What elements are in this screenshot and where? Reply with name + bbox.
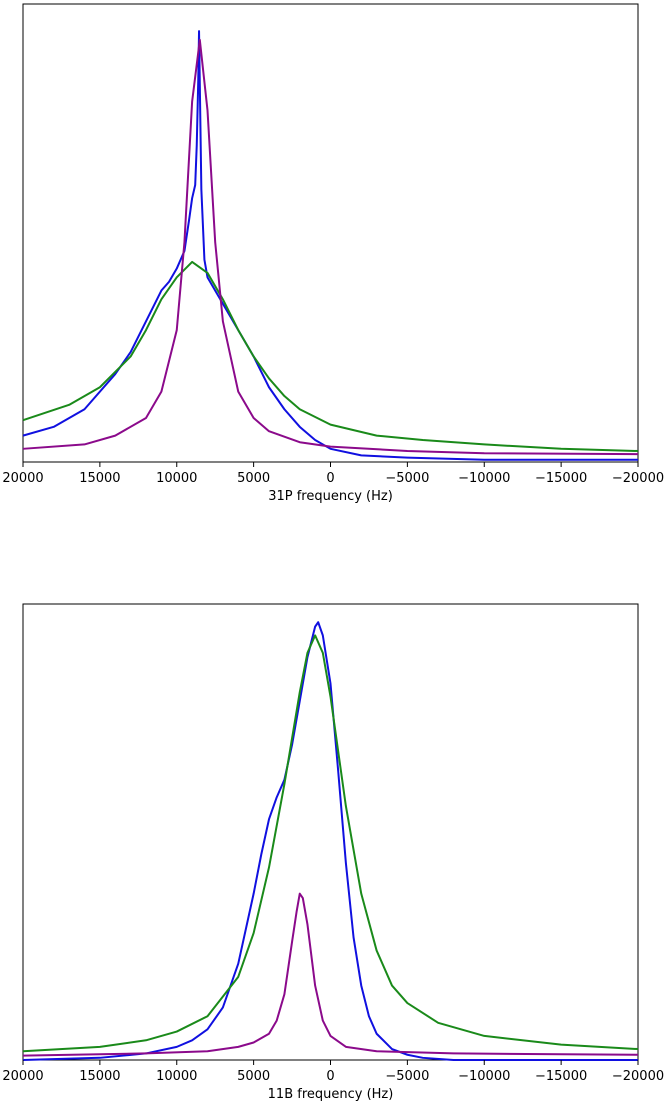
measured-curve (22, 30, 638, 461)
x-tick-label: 0 (326, 471, 334, 486)
measured-curve (22, 621, 638, 1061)
x-tick-label: 0 (326, 1069, 334, 1084)
x-tick-label: −20000 (612, 1069, 664, 1084)
x-tick-label: 5000 (237, 1069, 270, 1084)
plot-frame (22, 603, 639, 1061)
x-tick-label: −10000 (458, 1069, 510, 1084)
x-tick-label: 15000 (79, 1069, 120, 1084)
fit-curve-broad (22, 634, 639, 1053)
fit-curve-narrow (22, 892, 639, 1057)
x-tick-label: −10000 (458, 471, 510, 486)
x-tick-label: −5000 (385, 471, 429, 486)
x-axis-label: 31P frequency (Hz) (268, 489, 393, 504)
x-tick-label: −5000 (385, 1069, 429, 1084)
x-axis-label: 11B frequency (Hz) (268, 1087, 394, 1102)
x-tick-label: −15000 (535, 471, 587, 486)
x-tick-label: −20000 (612, 471, 664, 486)
fit-curve-narrow (22, 38, 639, 456)
x-tick-label: 20000 (2, 471, 43, 486)
x-tick-label: −15000 (535, 1069, 587, 1084)
chart-panel-31p: 20000 15000 10000 5000 0 −5000 −10000 −15000 −20… (2, 3, 664, 504)
x-tick-label: 10000 (156, 471, 197, 486)
x-tick-label: 10000 (156, 1069, 197, 1084)
x-tick-label: 5000 (237, 471, 270, 486)
chart-panel-11b: 20000 15000 10000 5000 0 −5000 −10000 −15000 −20… (2, 603, 664, 1102)
fit-curve-broad (22, 260, 639, 453)
plot-frame (22, 3, 639, 463)
x-tick-label: 20000 (2, 1069, 43, 1084)
x-tick-label: 15000 (79, 471, 120, 486)
